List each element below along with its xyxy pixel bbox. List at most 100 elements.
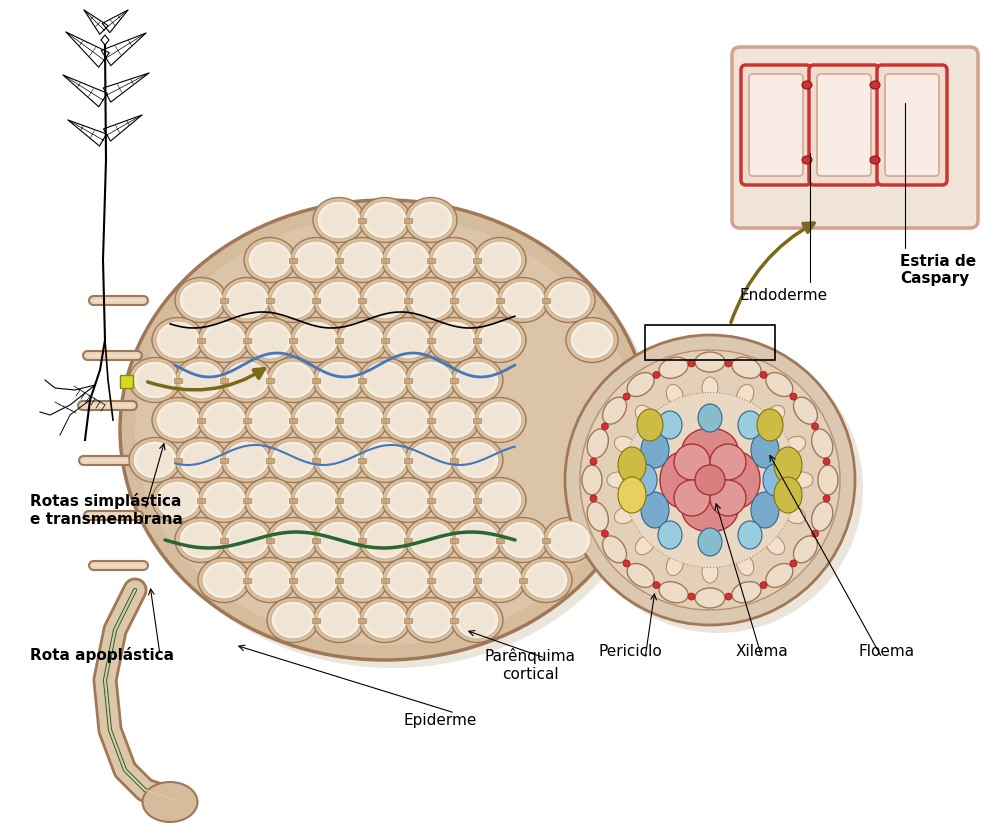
Ellipse shape bbox=[132, 361, 177, 399]
Ellipse shape bbox=[321, 445, 357, 476]
Text: Rotas simplástica
e transmembrana: Rotas simplástica e transmembrana bbox=[30, 493, 183, 527]
Ellipse shape bbox=[290, 398, 342, 442]
Ellipse shape bbox=[313, 597, 365, 643]
Ellipse shape bbox=[801, 156, 811, 164]
Polygon shape bbox=[101, 33, 145, 65]
Ellipse shape bbox=[175, 437, 227, 482]
Ellipse shape bbox=[435, 404, 471, 435]
FancyBboxPatch shape bbox=[243, 418, 251, 423]
Ellipse shape bbox=[473, 237, 526, 283]
Ellipse shape bbox=[252, 325, 288, 356]
Ellipse shape bbox=[179, 441, 223, 479]
Ellipse shape bbox=[344, 404, 379, 435]
Ellipse shape bbox=[765, 373, 792, 397]
Ellipse shape bbox=[473, 557, 526, 602]
Ellipse shape bbox=[737, 411, 761, 439]
Ellipse shape bbox=[290, 557, 342, 602]
FancyBboxPatch shape bbox=[335, 418, 343, 423]
FancyBboxPatch shape bbox=[243, 498, 251, 503]
FancyBboxPatch shape bbox=[472, 418, 480, 423]
Ellipse shape bbox=[359, 357, 410, 403]
Ellipse shape bbox=[636, 409, 662, 441]
Ellipse shape bbox=[344, 484, 379, 515]
Ellipse shape bbox=[385, 481, 429, 519]
Ellipse shape bbox=[294, 561, 338, 599]
Ellipse shape bbox=[454, 361, 498, 399]
Polygon shape bbox=[103, 73, 148, 102]
Ellipse shape bbox=[724, 360, 731, 367]
Ellipse shape bbox=[229, 524, 265, 555]
Ellipse shape bbox=[580, 350, 840, 610]
Ellipse shape bbox=[244, 557, 296, 602]
Ellipse shape bbox=[363, 201, 406, 239]
FancyBboxPatch shape bbox=[289, 258, 297, 263]
Ellipse shape bbox=[412, 605, 448, 635]
Ellipse shape bbox=[822, 458, 829, 465]
Ellipse shape bbox=[687, 360, 694, 367]
Ellipse shape bbox=[202, 481, 246, 519]
FancyArrowPatch shape bbox=[730, 223, 813, 322]
Ellipse shape bbox=[313, 437, 365, 482]
Ellipse shape bbox=[435, 565, 471, 596]
Ellipse shape bbox=[750, 432, 778, 468]
FancyBboxPatch shape bbox=[266, 538, 274, 543]
Ellipse shape bbox=[759, 581, 766, 589]
Ellipse shape bbox=[673, 444, 709, 480]
Ellipse shape bbox=[248, 241, 292, 279]
Ellipse shape bbox=[528, 565, 564, 596]
Ellipse shape bbox=[627, 373, 654, 397]
Ellipse shape bbox=[570, 321, 614, 359]
FancyBboxPatch shape bbox=[472, 498, 480, 503]
Ellipse shape bbox=[623, 560, 630, 567]
FancyBboxPatch shape bbox=[220, 298, 228, 303]
Ellipse shape bbox=[132, 441, 177, 479]
Ellipse shape bbox=[764, 535, 784, 555]
Ellipse shape bbox=[336, 317, 387, 362]
FancyBboxPatch shape bbox=[220, 378, 228, 383]
Ellipse shape bbox=[294, 241, 338, 279]
FancyBboxPatch shape bbox=[472, 577, 480, 582]
Ellipse shape bbox=[127, 208, 657, 668]
Ellipse shape bbox=[431, 561, 475, 599]
FancyBboxPatch shape bbox=[426, 418, 434, 423]
Ellipse shape bbox=[477, 321, 522, 359]
Ellipse shape bbox=[810, 502, 831, 531]
Polygon shape bbox=[66, 32, 109, 67]
Ellipse shape bbox=[773, 477, 801, 513]
Ellipse shape bbox=[321, 605, 357, 635]
Ellipse shape bbox=[520, 557, 572, 602]
Ellipse shape bbox=[450, 357, 503, 403]
FancyBboxPatch shape bbox=[426, 498, 434, 503]
Ellipse shape bbox=[151, 317, 204, 362]
Ellipse shape bbox=[737, 521, 761, 549]
Ellipse shape bbox=[657, 521, 681, 549]
Ellipse shape bbox=[275, 284, 311, 315]
Ellipse shape bbox=[481, 244, 518, 275]
Ellipse shape bbox=[252, 484, 288, 515]
FancyBboxPatch shape bbox=[403, 378, 411, 383]
Ellipse shape bbox=[801, 81, 811, 89]
FancyBboxPatch shape bbox=[542, 298, 550, 303]
Ellipse shape bbox=[652, 372, 659, 378]
FancyBboxPatch shape bbox=[312, 538, 320, 543]
Ellipse shape bbox=[336, 557, 387, 602]
Ellipse shape bbox=[225, 521, 269, 559]
Ellipse shape bbox=[715, 452, 759, 508]
Ellipse shape bbox=[762, 464, 786, 496]
Ellipse shape bbox=[359, 437, 410, 482]
Ellipse shape bbox=[267, 518, 319, 562]
FancyBboxPatch shape bbox=[358, 217, 366, 222]
Ellipse shape bbox=[454, 441, 498, 479]
Ellipse shape bbox=[367, 445, 402, 476]
FancyBboxPatch shape bbox=[266, 378, 274, 383]
FancyBboxPatch shape bbox=[380, 258, 388, 263]
Ellipse shape bbox=[547, 281, 591, 319]
Ellipse shape bbox=[543, 518, 595, 562]
Ellipse shape bbox=[614, 507, 635, 524]
Ellipse shape bbox=[573, 343, 863, 633]
Ellipse shape bbox=[694, 465, 724, 495]
FancyBboxPatch shape bbox=[403, 457, 411, 462]
Ellipse shape bbox=[363, 521, 406, 559]
Ellipse shape bbox=[248, 561, 292, 599]
Ellipse shape bbox=[142, 782, 198, 822]
